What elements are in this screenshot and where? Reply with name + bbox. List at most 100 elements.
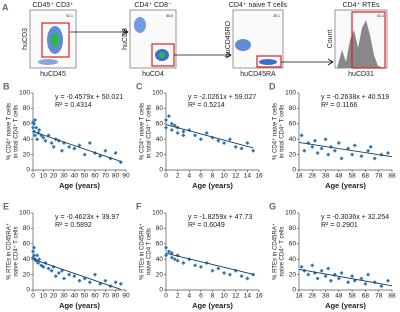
x-tick-label: 58 xyxy=(349,173,357,180)
point xyxy=(169,127,174,132)
point xyxy=(77,278,82,283)
x-tick-label: 10 xyxy=(40,173,48,180)
point xyxy=(166,114,171,119)
point xyxy=(93,272,97,277)
point xyxy=(34,125,39,130)
x-tick-label: 0 xyxy=(164,173,168,180)
point xyxy=(204,131,209,136)
y-tick-label: 80 xyxy=(289,225,297,232)
point xyxy=(193,263,198,268)
plot-title: CD4⁺ RTEs xyxy=(342,2,380,9)
population xyxy=(38,59,58,65)
x-tick-label: 80 xyxy=(112,173,120,180)
panel-letter: F xyxy=(136,201,142,211)
point xyxy=(336,276,341,281)
y-tick-label: 80 xyxy=(289,105,297,112)
x-tick-label: 2 xyxy=(176,293,180,300)
trend-line xyxy=(32,258,121,290)
equation: y = -0.4623x + 39.97 xyxy=(55,214,119,221)
x-tick-label: 48 xyxy=(335,293,343,300)
point xyxy=(32,121,37,126)
y-axis-label: naive CD4⁺ T cells xyxy=(13,227,20,277)
point xyxy=(164,117,168,122)
point xyxy=(346,280,351,285)
trend-line xyxy=(298,268,393,287)
y-axis-label: % CD4⁺ naive T cells xyxy=(272,103,279,160)
gate-value: 63.4 xyxy=(377,14,384,18)
x-tick-label: 90 xyxy=(122,293,130,300)
y-tick-label: 100 xyxy=(19,90,30,97)
x-tick-label: 20 xyxy=(50,173,58,180)
x-tick-label: 88 xyxy=(388,173,396,180)
histogram xyxy=(337,20,385,68)
gate xyxy=(41,22,70,58)
flow-plot xyxy=(232,9,284,69)
point xyxy=(118,281,123,286)
gate xyxy=(256,55,282,68)
point xyxy=(103,148,108,153)
x-tick-label: 60 xyxy=(91,293,99,300)
x-axis-label: Age (years) xyxy=(325,301,366,310)
x-tick-label: 50 xyxy=(81,293,89,300)
x-axis-label: Age (years) xyxy=(59,301,100,310)
point xyxy=(326,266,331,271)
point xyxy=(33,117,38,122)
point xyxy=(233,144,238,149)
y-tick-label: 0 xyxy=(159,167,163,174)
point xyxy=(216,138,221,143)
trend-line xyxy=(165,252,254,275)
x-tick-label: 60 xyxy=(91,173,99,180)
x-axis-label: huCD45 xyxy=(40,71,66,78)
point xyxy=(227,137,232,142)
y-tick-label: 20 xyxy=(23,151,31,158)
y-tick-label: 20 xyxy=(289,151,297,158)
point xyxy=(368,144,373,149)
point xyxy=(306,272,311,277)
y-tick-label: 40 xyxy=(289,136,297,143)
point xyxy=(323,137,328,142)
y-tick-label: 60 xyxy=(23,121,31,128)
y-tick-label: 60 xyxy=(156,121,164,128)
point xyxy=(239,274,244,279)
y-tick-label: 80 xyxy=(156,225,164,232)
point xyxy=(41,135,46,140)
x-tick-label: 4 xyxy=(187,293,191,300)
x-tick-label: 12 xyxy=(232,173,240,180)
y-tick-label: 100 xyxy=(285,210,296,217)
equation: y = -0.2638x + 40.519 xyxy=(321,94,389,101)
x-tick-label: 88 xyxy=(388,293,396,300)
panel-letter: G xyxy=(269,201,276,211)
y-axis-label: % RTEs in CD45RA⁺ xyxy=(139,223,146,280)
point xyxy=(37,127,42,132)
point xyxy=(62,276,66,281)
point xyxy=(310,144,315,149)
point xyxy=(67,272,72,277)
y-tick-label: 0 xyxy=(26,167,30,174)
x-tick-label: 12 xyxy=(232,293,240,300)
point xyxy=(350,274,355,279)
point xyxy=(386,151,391,156)
x-tick-label: 58 xyxy=(349,293,357,300)
point xyxy=(31,249,35,254)
y-tick-label: 60 xyxy=(289,241,297,248)
flow-plot xyxy=(129,9,177,69)
gate-value: 25.1 xyxy=(273,14,280,18)
trend-line xyxy=(32,131,121,162)
point xyxy=(36,261,41,266)
point xyxy=(245,141,250,146)
point xyxy=(336,141,341,146)
gate-value: 92.1 xyxy=(66,14,73,18)
x-tick-label: 6 xyxy=(199,293,203,300)
x-tick-label: 80 xyxy=(112,293,120,300)
point xyxy=(175,131,180,136)
x-tick-label: 8 xyxy=(211,293,215,300)
trend-line xyxy=(165,124,254,149)
x-axis-label: huCD45RA xyxy=(240,71,276,78)
panel-letter: A xyxy=(2,2,9,12)
y-tick-label: 100 xyxy=(152,90,163,97)
x-tick-label: 90 xyxy=(122,173,130,180)
point xyxy=(359,276,364,281)
gate xyxy=(351,11,386,69)
point xyxy=(363,281,368,286)
point xyxy=(339,156,344,161)
